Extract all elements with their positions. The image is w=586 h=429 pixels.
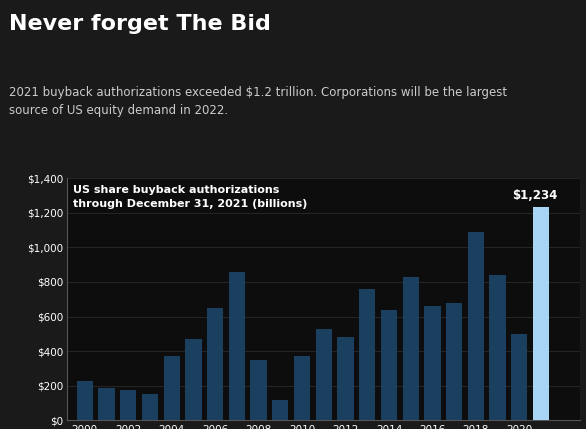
Bar (533, 207, 549, 420)
Bar (446, 303, 462, 420)
Bar (359, 289, 376, 420)
Bar (185, 339, 202, 420)
Bar (207, 308, 223, 420)
Text: Never forget The Bid: Never forget The Bid (9, 15, 271, 34)
Text: $1,234: $1,234 (512, 190, 557, 202)
Bar (489, 275, 506, 420)
Bar (403, 277, 419, 420)
Bar (316, 329, 332, 420)
Bar (77, 381, 93, 420)
Text: 2021 buyback authorizations exceeded $1.2 trillion. Corporations will be the lar: 2021 buyback authorizations exceeded $1.… (9, 87, 507, 118)
Bar (511, 334, 527, 420)
Bar (468, 232, 484, 420)
Bar (163, 356, 180, 420)
Bar (338, 337, 353, 420)
Bar (98, 388, 115, 420)
Bar (250, 360, 267, 420)
Bar (229, 272, 245, 420)
Bar (424, 306, 441, 420)
Bar (272, 400, 288, 420)
Bar (120, 390, 137, 420)
Bar (381, 311, 397, 420)
Text: US share buyback authorizations
through December 31, 2021 (billions): US share buyback authorizations through … (73, 185, 307, 209)
Bar (294, 356, 310, 420)
Bar (142, 393, 158, 420)
